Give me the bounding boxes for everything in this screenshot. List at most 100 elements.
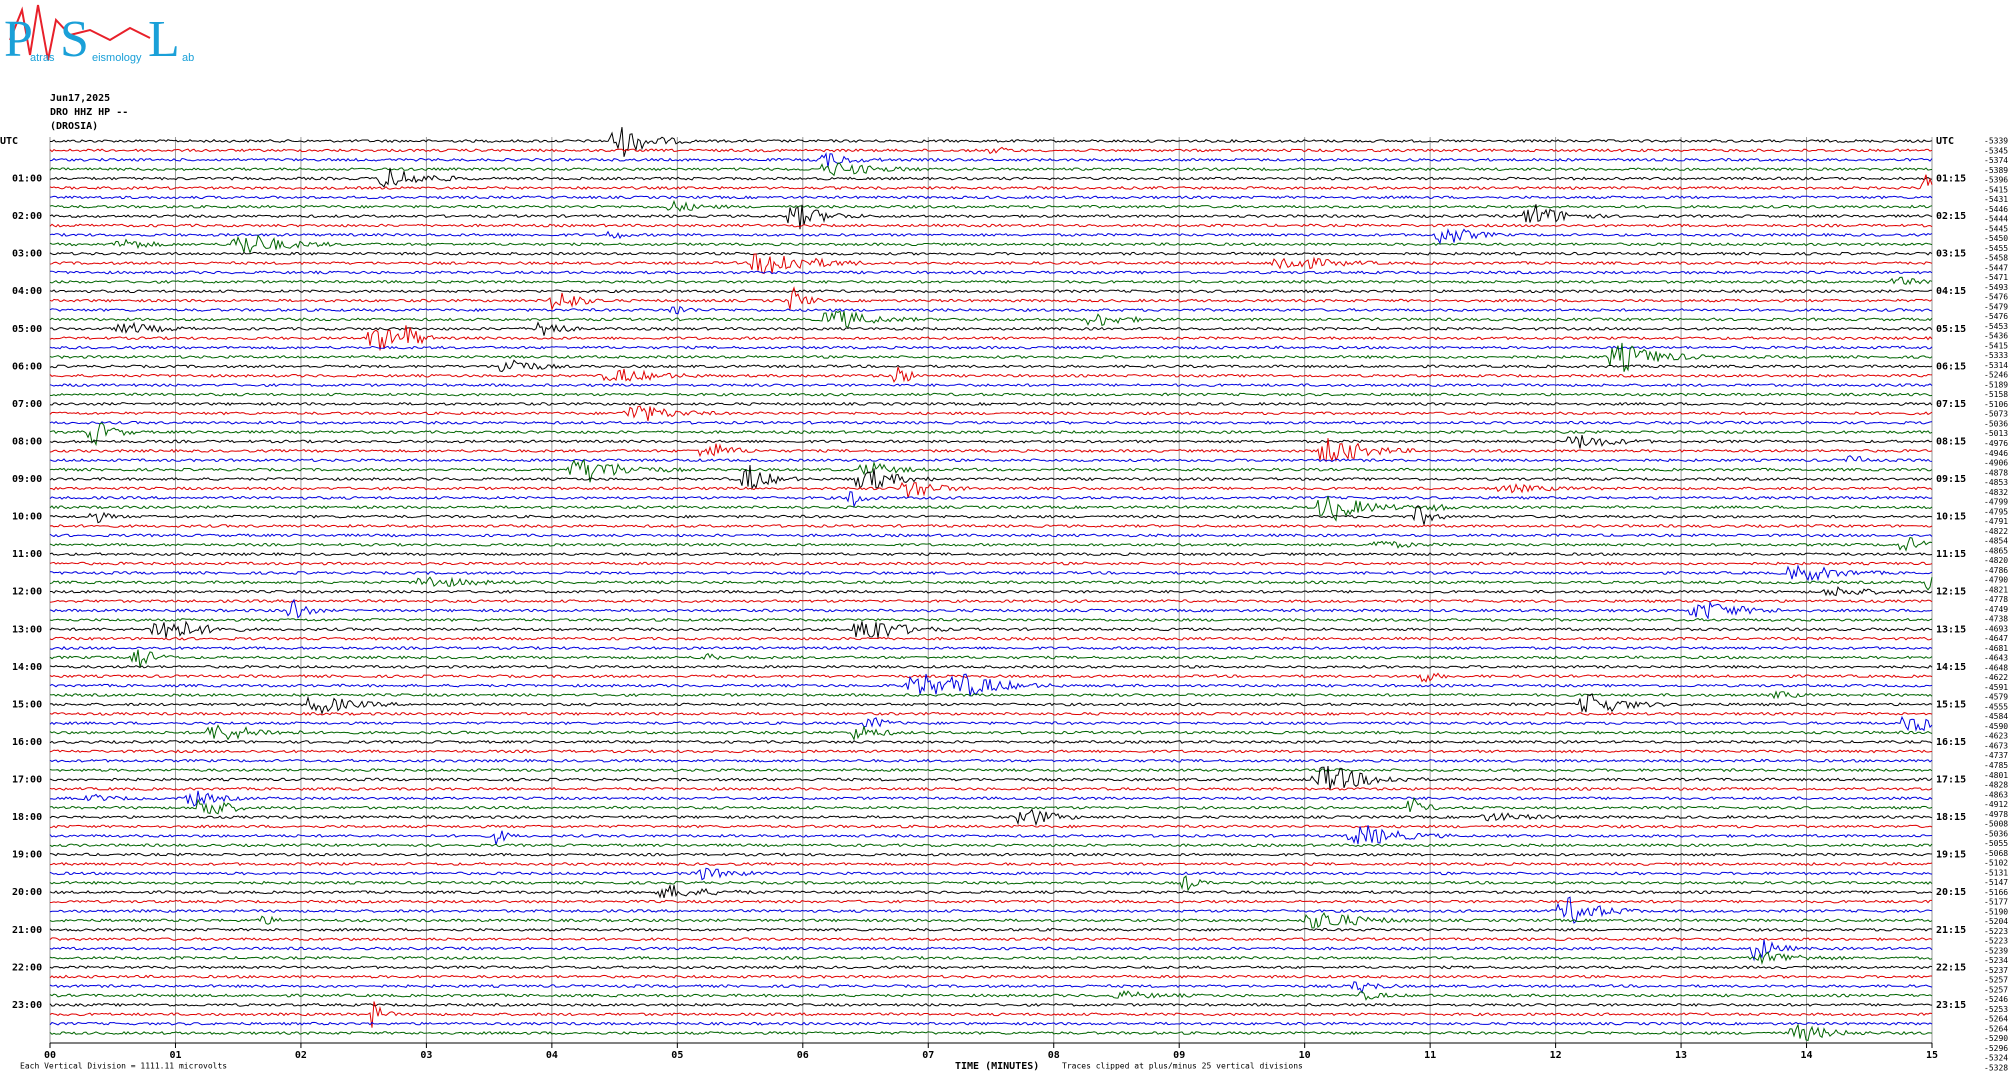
logo-wave [9, 4, 151, 61]
trace [49, 646, 1933, 651]
trace-offset: -4795 [1984, 507, 2008, 516]
trace-offset: -4590 [1984, 722, 2008, 731]
trace-offset: -4681 [1984, 644, 2008, 653]
trace [49, 852, 1933, 857]
trace [49, 270, 1933, 275]
hour-label-right: UTC [1936, 136, 1954, 147]
trace-offset: -5436 [1984, 332, 2008, 341]
trace-offset: -5246 [1984, 371, 2008, 380]
trace [49, 965, 1933, 970]
logo-text: atras [30, 52, 55, 64]
hour-label: 22:00 [12, 962, 42, 973]
trace-offset: -5147 [1984, 878, 2008, 887]
trace [49, 533, 1933, 538]
hour-label-right: 03:15 [1936, 249, 1966, 260]
trace-offset: -4749 [1984, 605, 2008, 614]
trace-offset: -5290 [1984, 1034, 2008, 1043]
trace-offset: -4648 [1984, 663, 2008, 672]
trace [50, 585, 1933, 597]
hour-label-right: 16:15 [1936, 737, 1966, 748]
trace [49, 325, 1933, 351]
trace-offset: -5257 [1984, 985, 2008, 994]
trace-offset: -5106 [1984, 400, 2008, 409]
trace [49, 204, 1933, 230]
trace-offset: -5204 [1984, 917, 2008, 926]
trace [49, 937, 1933, 942]
hour-label-right: 11:15 [1936, 549, 1966, 560]
trace [49, 253, 1933, 275]
hour-label: 06:00 [12, 361, 42, 372]
trace [49, 455, 1933, 463]
trace [49, 715, 1933, 732]
trace [49, 974, 1932, 979]
trace-offset: -5055 [1984, 839, 2008, 848]
hour-label-right: 15:15 [1936, 699, 1966, 710]
trace [49, 342, 1933, 372]
hour-label: 17:00 [12, 775, 42, 786]
x-tick-label: 06 [797, 1050, 809, 1061]
trace [49, 305, 1933, 315]
trace-offset: -5314 [1984, 361, 2008, 370]
trace [49, 711, 1933, 716]
trace-offset: -5189 [1984, 380, 2008, 389]
trace-offset: -5239 [1984, 946, 2008, 955]
trace [49, 286, 1933, 311]
hour-label-right: 01:15 [1936, 174, 1966, 185]
x-tick-label: 10 [1299, 1050, 1311, 1061]
x-title: TIME (MINUTES) [955, 1061, 1039, 1072]
trace [49, 505, 1933, 525]
trace-offset: -4738 [1984, 615, 2008, 624]
trace-offset: -5450 [1984, 234, 2008, 243]
trace-offset: -4853 [1984, 478, 2008, 487]
x-tick-label: 08 [1048, 1050, 1060, 1061]
trace [49, 875, 1933, 892]
hour-label-right: 06:15 [1936, 361, 1966, 372]
trace [49, 174, 1933, 190]
hour-label: 15:00 [12, 699, 42, 710]
trace-offset: -4791 [1984, 517, 2008, 526]
x-tick-label: 07 [922, 1050, 934, 1061]
hour-label-right: 14:15 [1936, 662, 1966, 673]
hour-label: 19:00 [12, 850, 42, 861]
trace-offset: -4946 [1984, 449, 2008, 458]
trace-offset: -4693 [1984, 624, 2008, 633]
trace [49, 223, 1933, 228]
hour-label: 10:00 [12, 512, 42, 523]
trace [49, 152, 1933, 168]
trace [49, 808, 1933, 827]
hour-label: 03:00 [12, 249, 42, 260]
trace-offset: -4555 [1984, 702, 2008, 711]
trace-offset: -5073 [1984, 410, 2008, 419]
x-tick-label: 00 [44, 1050, 56, 1061]
trace [49, 392, 1933, 397]
trace-offset: -4623 [1984, 732, 2008, 741]
hour-label: 08:00 [12, 436, 42, 447]
hour-label-right: 02:15 [1936, 211, 1966, 222]
trace-offset: -5131 [1984, 868, 2008, 877]
hour-label: 23:00 [12, 1000, 42, 1011]
hour-label: 14:00 [12, 662, 42, 673]
trace-offset: -4579 [1984, 693, 2008, 702]
trace [49, 420, 1933, 425]
trace [49, 465, 1933, 491]
hour-label: 18:00 [12, 812, 42, 823]
trace-offset: -5246 [1984, 995, 2008, 1004]
trace [49, 617, 1933, 622]
trace-offset: -5458 [1984, 254, 2008, 263]
trace [50, 564, 1933, 582]
trace-offset: -4786 [1984, 566, 2008, 575]
trace-offset: -5296 [1984, 1044, 2008, 1053]
trace [49, 199, 1933, 212]
logo-text: ab [182, 52, 194, 64]
x-tick-label: 02 [295, 1050, 307, 1061]
trace [49, 672, 1933, 683]
trace [49, 912, 1933, 929]
trace [49, 867, 1933, 881]
trace-offset: -5476 [1984, 312, 2008, 321]
trace [49, 162, 1933, 177]
hour-label: 12:00 [12, 587, 42, 598]
trace-offset: -4647 [1984, 634, 2008, 643]
hour-label-right: 05:15 [1936, 324, 1966, 335]
clip-note: Traces clipped at plus/minus 25 vertical… [1062, 1062, 1303, 1071]
trace-offset: -5237 [1984, 966, 2008, 975]
